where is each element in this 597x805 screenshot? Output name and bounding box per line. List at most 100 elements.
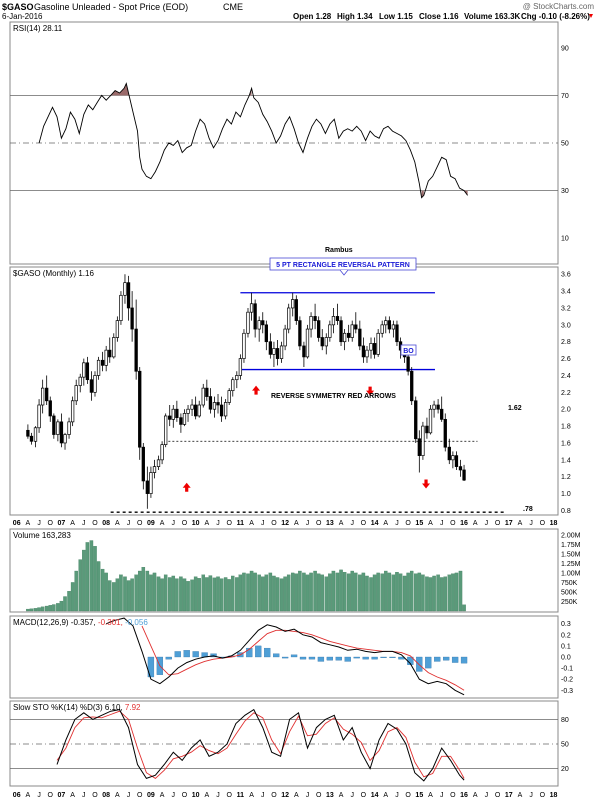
candle-body [179, 417, 183, 425]
candle-body [428, 408, 433, 434]
volume-bar [100, 568, 105, 612]
volume-bar [182, 578, 187, 612]
sto-tick-label: 50 [561, 742, 569, 749]
volume-bar [212, 577, 217, 612]
x-year-label: 13 [326, 792, 334, 799]
x-month-label: A [473, 520, 478, 527]
candle-body [193, 404, 198, 417]
x-month-label: J [395, 792, 399, 799]
volume-bar [201, 574, 206, 612]
x-month-label: O [226, 792, 232, 799]
volume-bar [261, 576, 265, 612]
candle-body [208, 396, 213, 410]
x-year-label: 09 [147, 520, 155, 527]
x-year-label: 06 [13, 792, 21, 799]
volume-bar [309, 572, 313, 612]
macd-histogram-bar [335, 656, 342, 661]
x-year-label: 16 [460, 792, 468, 799]
quote-high: High 1.34 [337, 12, 373, 21]
volume-panel: 2.00M 1.75M 1.50M 1.25M 1.00M 750K 500K 250K [26, 532, 581, 612]
x-month-label: O [450, 520, 456, 527]
macd-histogram-bar [281, 656, 289, 659]
macd-tick-label: -0.3 [561, 688, 573, 695]
volume-bar [112, 582, 116, 612]
x-month-label: A [160, 520, 165, 527]
candle-body [305, 328, 310, 358]
macd-tick-label: -0.1 [561, 666, 573, 673]
candle-body [130, 307, 134, 330]
price-tick-label: 3.0 [561, 322, 571, 329]
macd-tick-label: 0.2 [561, 632, 571, 639]
rsi-label: RSI(14) 28.11 [13, 24, 63, 33]
volume-bar [283, 576, 287, 612]
candle-body [59, 421, 64, 444]
volume-bar [74, 570, 78, 612]
x-month-label: A [249, 520, 254, 527]
macd-histogram-bar [210, 653, 217, 658]
volume-bar [372, 574, 377, 612]
x-month-label: J [216, 520, 220, 527]
x-month-label: O [495, 792, 501, 799]
x-year-label: 15 [415, 520, 423, 527]
macd-histogram-bar [317, 656, 325, 662]
candle-body [45, 387, 49, 402]
candle-body [395, 324, 399, 343]
volume-bar [29, 608, 34, 612]
volume-bar [458, 570, 463, 612]
x-month-label: O [271, 520, 277, 527]
volume-bar [272, 575, 276, 612]
candle-body [205, 387, 209, 397]
volume-bar [391, 574, 396, 612]
candle-body [85, 362, 90, 381]
candle-body [238, 358, 243, 376]
volume-bar [339, 569, 343, 612]
candle-body [458, 466, 463, 471]
candle-body [63, 434, 67, 444]
price-panel-label: $GASO (Monthly) 1.16 [13, 269, 94, 278]
sto-d-line [56, 710, 465, 779]
macd-histogram-bar [460, 656, 468, 664]
candle-body [134, 328, 138, 372]
down-arrow-icon [366, 386, 375, 396]
volume-bar [320, 574, 324, 612]
volume-bar [380, 573, 384, 612]
x-month-label: O [182, 792, 188, 799]
macd-histogram-bar [326, 656, 334, 661]
x-year-label: 18 [550, 792, 558, 799]
x-month-label: A [339, 792, 344, 799]
candle-body [223, 402, 228, 417]
quote-open: Open 1.28 [293, 12, 332, 21]
x-month-label: A [70, 792, 75, 799]
volume-bar [354, 572, 358, 612]
volume-bar [156, 576, 161, 612]
down-arrow-icon [422, 479, 431, 489]
down-triangle-icon [589, 14, 593, 18]
sto-tick-label: 20 [561, 766, 569, 773]
price-tick-label: 2.6 [561, 356, 571, 363]
x-month-label: A [339, 520, 344, 527]
x-month-label: J [350, 520, 354, 527]
macd-tick-label: 0.3 [561, 621, 571, 628]
candle-body [156, 459, 161, 467]
candle-body [126, 282, 131, 309]
chart-instrument-name: Gasoline Unleaded - Spot Price (EOD) [34, 2, 188, 12]
volume-tick-label: 750K [561, 580, 578, 587]
macd-histogram-bar [192, 651, 199, 658]
x-year-label: 14 [371, 520, 379, 527]
x-month-label: A [428, 792, 433, 799]
candle-body [365, 349, 369, 358]
volume-bar [298, 570, 302, 612]
rsi-tick-label: 50 [561, 141, 569, 148]
macd-signal-value: -0.301, [98, 618, 123, 627]
x-month-label: A [383, 792, 388, 799]
volume-tick-label: 1.25M [561, 561, 581, 568]
x-month-label: A [383, 520, 388, 527]
macd-histogram-bar [451, 656, 459, 663]
volume-bar [286, 574, 291, 612]
price-panel: 3.6 3.4 3.2 3.0 2.8 2.6 2.4 2.2 2.0 1.8 1.6 1.4 1.2 1… [26, 272, 571, 515]
volume-bar [137, 570, 142, 612]
quote-volume: Volume 163.3K [464, 12, 521, 21]
x-month-label: J [350, 792, 354, 799]
volume-bar [246, 573, 250, 612]
x-month-label: A [518, 792, 523, 799]
